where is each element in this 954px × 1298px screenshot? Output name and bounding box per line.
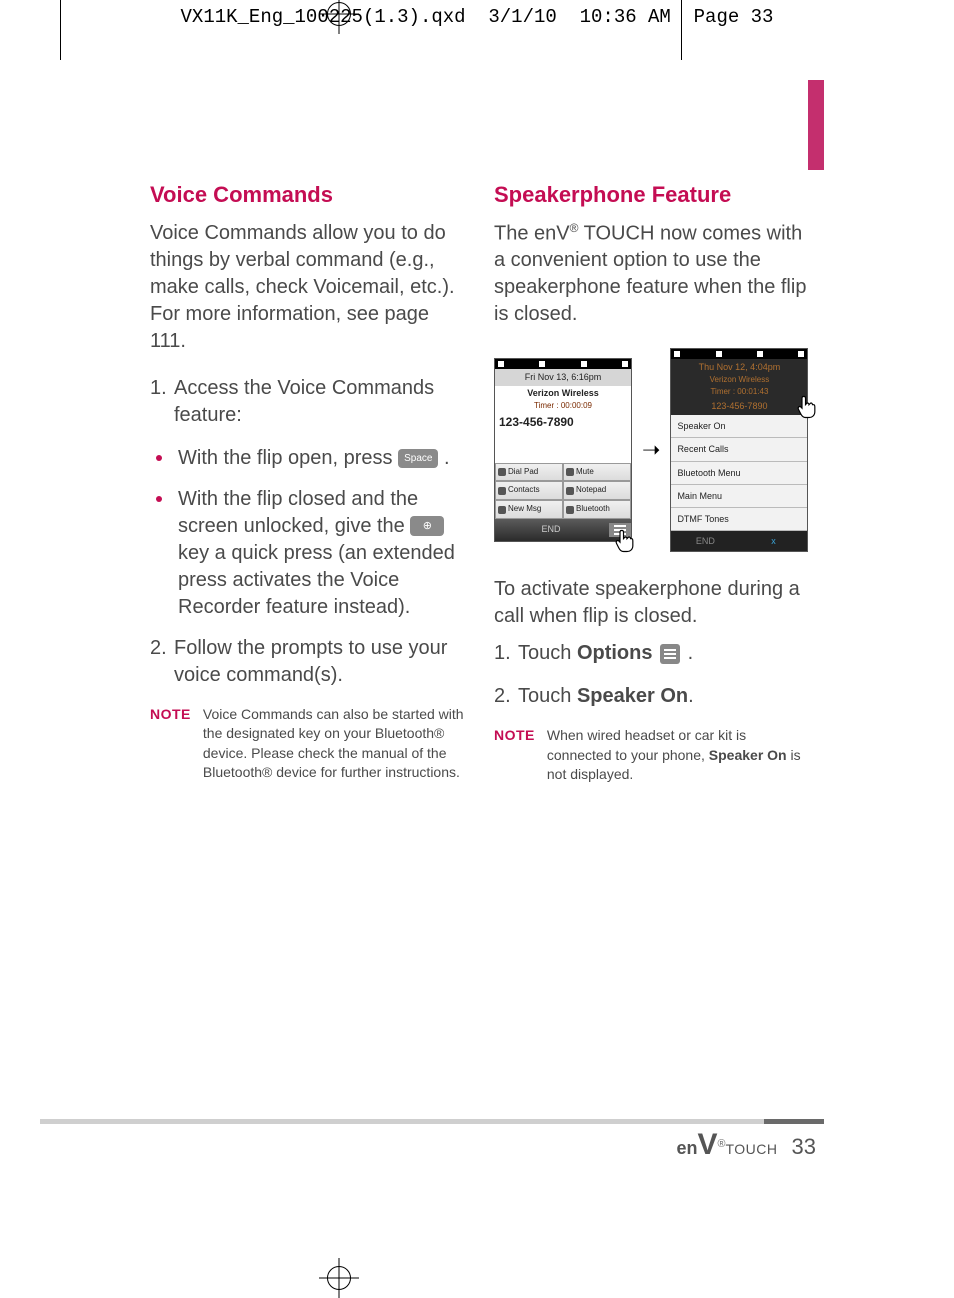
phone2-timer: Timer : 00:01:43 <box>671 386 807 399</box>
phone1-timer: Timer : 00:00:09 <box>495 400 631 413</box>
phone-screenshot-options: Thu Nov 12, 4:04pm Verizon Wireless Time… <box>670 348 808 552</box>
footer-rule <box>40 1119 824 1124</box>
bluetooth-button[interactable]: Bluetooth <box>563 500 631 519</box>
voice-commands-heading: Voice Commands <box>150 180 466 210</box>
print-date: 3/1/10 <box>488 6 556 28</box>
voice-key-icon: ⊕ <box>410 516 444 536</box>
phone1-number: 123-456-7890 <box>495 412 631 432</box>
phone2-number: 123-456-7890 <box>671 399 807 415</box>
pointing-hand-icon <box>613 527 641 555</box>
pointing-hand-icon <box>795 393 823 421</box>
step-1: 1. Access the Voice Commands feature: <box>150 375 466 429</box>
voice-commands-intro: Voice Commands allow you to do things by… <box>150 220 466 355</box>
print-crop-header: VX11K_Eng_100225(1.3).qxd 3/1/10 10:36 A… <box>0 6 954 28</box>
close-button[interactable]: x <box>739 531 807 551</box>
registration-mark-icon <box>325 0 353 28</box>
arrow-icon: ➝ <box>642 435 660 465</box>
print-page: Page 33 <box>694 6 774 28</box>
phone2-carrier: Verizon Wireless <box>671 375 807 386</box>
contacts-button[interactable]: Contacts <box>495 481 563 500</box>
speakerphone-after: To activate speakerphone during a call w… <box>494 576 810 630</box>
status-bar <box>671 349 807 359</box>
page-number: 33 <box>792 1134 816 1160</box>
sp-step-2: 2. Touch Speaker On. <box>494 683 810 710</box>
phone1-date: Fri Nov 13, 6:16pm <box>495 369 631 385</box>
speaker-on-row[interactable]: Speaker On <box>671 415 807 438</box>
page-footer: enV®TOUCH 33 <box>676 1128 816 1162</box>
sp-step-1: 1. Touch Options . <box>494 640 810 667</box>
recent-calls-row[interactable]: Recent Calls <box>671 438 807 461</box>
phone1-end-bar: END <box>495 519 631 541</box>
new-msg-button[interactable]: New Msg <box>495 500 563 519</box>
speakerphone-heading: Speakerphone Feature <box>494 180 810 210</box>
bluetooth-menu-row[interactable]: Bluetooth Menu <box>671 462 807 485</box>
phone1-button-grid: Dial Pad Mute Contacts Notepad New Msg B… <box>495 463 631 519</box>
notepad-button[interactable]: Notepad <box>563 481 631 500</box>
note-voice-commands: NOTE Voice Commands can also be started … <box>150 705 466 783</box>
note-speakerphone: NOTE When wired headset or car kit is co… <box>494 726 810 785</box>
speakerphone-intro: The enV® TOUCH now comes with a convenie… <box>494 220 810 329</box>
page-content: Voice Commands Voice Commands allow you … <box>150 180 810 785</box>
end-button[interactable]: END <box>671 531 739 551</box>
bullet-flip-open: With the flip open, press Space . <box>150 445 466 472</box>
crop-mark <box>60 0 61 60</box>
status-bar <box>495 359 631 369</box>
note-body: When wired headset or car kit is connect… <box>547 726 810 785</box>
step-2: 2. Follow the prompts to use your voice … <box>150 635 466 689</box>
dtmf-tones-row[interactable]: DTMF Tones <box>671 508 807 531</box>
note-label: NOTE <box>150 705 191 783</box>
right-column: Speakerphone Feature The enV® TOUCH now … <box>494 180 810 785</box>
print-time: 10:36 AM <box>580 6 671 28</box>
space-key-icon: Space <box>398 449 438 468</box>
phone-screenshots: Fri Nov 13, 6:16pm Verizon Wireless Time… <box>494 348 810 552</box>
brand-logo: enV®TOUCH <box>676 1128 777 1162</box>
dial-pad-button[interactable]: Dial Pad <box>495 463 563 482</box>
options-icon <box>660 644 680 664</box>
bullet-flip-closed: With the flip closed and the screen unlo… <box>150 486 466 621</box>
page-edge-tab <box>808 80 824 170</box>
main-menu-row[interactable]: Main Menu <box>671 485 807 508</box>
mute-button[interactable]: Mute <box>563 463 631 482</box>
left-column: Voice Commands Voice Commands allow you … <box>150 180 466 785</box>
registration-mark-icon <box>325 1264 353 1292</box>
note-body: Voice Commands can also be started with … <box>203 705 466 783</box>
phone2-date: Thu Nov 12, 4:04pm <box>671 359 807 375</box>
crop-mark <box>681 0 682 60</box>
phone-screenshot-call: Fri Nov 13, 6:16pm Verizon Wireless Time… <box>494 358 632 542</box>
end-button[interactable]: END <box>495 523 607 537</box>
phone2-end-bar: END x <box>671 531 807 551</box>
note-label: NOTE <box>494 726 535 785</box>
phone1-carrier: Verizon Wireless <box>495 386 631 400</box>
